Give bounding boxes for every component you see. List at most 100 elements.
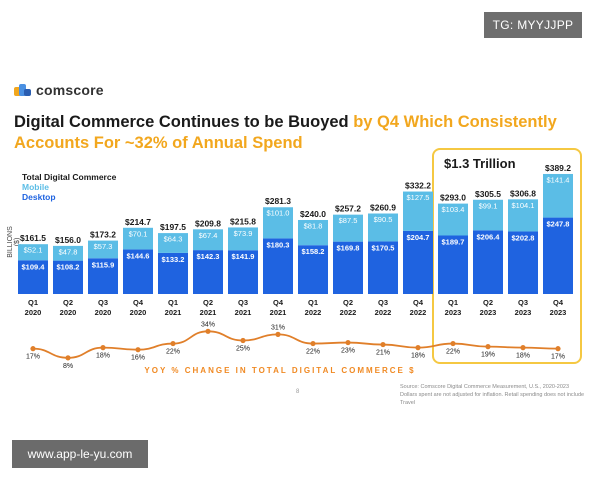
label-total-5: $209.8	[195, 218, 221, 228]
tick-year-7: 2021	[270, 308, 287, 317]
bar-desktop-1	[53, 260, 83, 294]
tick-quarter-9: Q2	[343, 298, 353, 307]
label-desktop-10: $170.5	[372, 243, 395, 252]
label-total-9: $257.2	[335, 204, 361, 214]
label-desktop-11: $204.7	[407, 233, 430, 242]
label-total-15: $389.2	[545, 163, 571, 173]
bar-desktop-2	[88, 258, 118, 294]
label-mobile-9: $87.5	[339, 216, 358, 225]
tick-year-5: 2021	[200, 308, 217, 317]
label-mobile-4: $64.3	[164, 235, 183, 244]
bar-mobile-2	[88, 240, 118, 259]
tick-year-8: 2022	[305, 308, 322, 317]
legend-mobile: Mobile	[22, 182, 49, 192]
yoy-label-10: 21%	[376, 350, 390, 357]
brand-name: comscore	[36, 82, 104, 98]
tick-quarter-14: Q3	[518, 298, 528, 307]
bar-mobile-15	[543, 173, 573, 218]
bar-mobile-6	[228, 227, 258, 251]
yoy-line	[32, 330, 559, 359]
bar-desktop-15	[543, 217, 573, 294]
label-mobile-2: $57.3	[94, 242, 113, 251]
label-desktop-9: $169.8	[337, 244, 360, 253]
tick-year-0: 2020	[25, 308, 42, 317]
yoy-label-15: 17%	[551, 354, 565, 361]
yoy-label-7: 31%	[271, 324, 285, 331]
label-desktop-6: $141.9	[232, 252, 255, 261]
label-mobile-5: $67.4	[199, 231, 218, 240]
yoy-label-6: 25%	[236, 346, 250, 353]
bar-desktop-10	[368, 241, 398, 294]
title-part1: Digital Commerce Continues to be Buoyed	[14, 113, 354, 131]
yoy-point-2	[100, 345, 106, 351]
tick-quarter-13: Q2	[483, 298, 493, 307]
tick-year-4: 2021	[165, 308, 182, 317]
label-total-12: $293.0	[440, 193, 466, 203]
bar-desktop-4	[158, 252, 188, 294]
bar-desktop-8	[298, 245, 328, 294]
tick-year-11: 2022	[410, 308, 427, 317]
label-total-11: $332.2	[405, 181, 431, 191]
watermark-bottom: www.app-le-yu.com	[12, 440, 148, 468]
bar-desktop-6	[228, 250, 258, 294]
bar-desktop-0	[18, 260, 48, 294]
label-mobile-8: $81.8	[304, 221, 323, 230]
yoy-point-8	[310, 340, 316, 347]
tick-quarter-4: Q1	[168, 298, 178, 307]
yoy-label-11: 18%	[411, 353, 425, 360]
yoy-label-5: 34%	[201, 321, 215, 328]
yoy-label-3: 16%	[131, 355, 145, 362]
label-desktop-7: $180.3	[267, 240, 290, 249]
bar-desktop-11	[403, 230, 433, 294]
title-part2: by Q4 Which Consistently Accounts For ~3…	[14, 113, 557, 152]
tick-quarter-12: Q1	[448, 298, 458, 307]
yoy-point-9	[345, 339, 351, 346]
tick-year-13: 2023	[480, 308, 497, 317]
tick-year-15: 2023	[550, 308, 567, 317]
tick-quarter-8: Q1	[308, 298, 318, 307]
label-mobile-7: $101.0	[267, 209, 290, 218]
tick-year-10: 2022	[375, 308, 392, 317]
tick-year-2: 2020	[95, 308, 112, 317]
bar-mobile-12	[438, 203, 468, 236]
yoy-label-1: 8%	[63, 363, 73, 370]
yoy-label-12: 22%	[446, 349, 460, 356]
label-mobile-11: $127.5	[407, 193, 430, 202]
yoy-point-11	[415, 345, 421, 351]
yoy-point-4	[170, 340, 176, 347]
tick-quarter-1: Q2	[63, 298, 73, 307]
tick-year-3: 2020	[130, 308, 147, 317]
bar-mobile-14	[508, 199, 538, 232]
source-line-1: Source: Comscore Digital Commerce Measur…	[400, 384, 570, 390]
tick-year-1: 2020	[60, 308, 77, 317]
tick-quarter-5: Q2	[203, 298, 213, 307]
page-title: Digital Commerce Continues to be Buoyed …	[14, 112, 584, 154]
label-desktop-13: $206.4	[477, 232, 501, 241]
label-total-10: $260.9	[370, 203, 396, 213]
tick-quarter-0: Q1	[28, 298, 38, 307]
label-total-14: $306.8	[510, 188, 536, 198]
bar-desktop-9	[333, 241, 363, 294]
label-mobile-3: $70.1	[129, 229, 148, 238]
bar-mobile-3	[123, 227, 153, 250]
label-total-0: $161.5	[20, 233, 46, 243]
tick-year-6: 2021	[235, 308, 252, 317]
source-note: Source: Comscore Digital Commerce Measur…	[400, 383, 590, 407]
bar-mobile-13	[473, 199, 503, 231]
label-desktop-3: $144.6	[127, 251, 150, 260]
highlight-label: $1.3 Trillion	[444, 156, 516, 171]
label-mobile-0: $52.1	[24, 246, 43, 255]
yoy-label-8: 22%	[306, 349, 320, 356]
yoy-label-0: 17%	[26, 354, 40, 361]
yoy-label-13: 19%	[481, 352, 495, 359]
yoy-label-2: 18%	[96, 353, 110, 360]
tick-quarter-6: Q3	[238, 298, 248, 307]
comscore-logo-icon	[14, 83, 32, 97]
tick-year-14: 2023	[515, 308, 532, 317]
bar-mobile-9	[333, 214, 363, 242]
label-mobile-13: $99.1	[479, 201, 498, 210]
yoy-point-3	[135, 347, 141, 353]
tick-quarter-2: Q3	[98, 298, 108, 307]
label-mobile-15: $141.4	[547, 175, 570, 184]
